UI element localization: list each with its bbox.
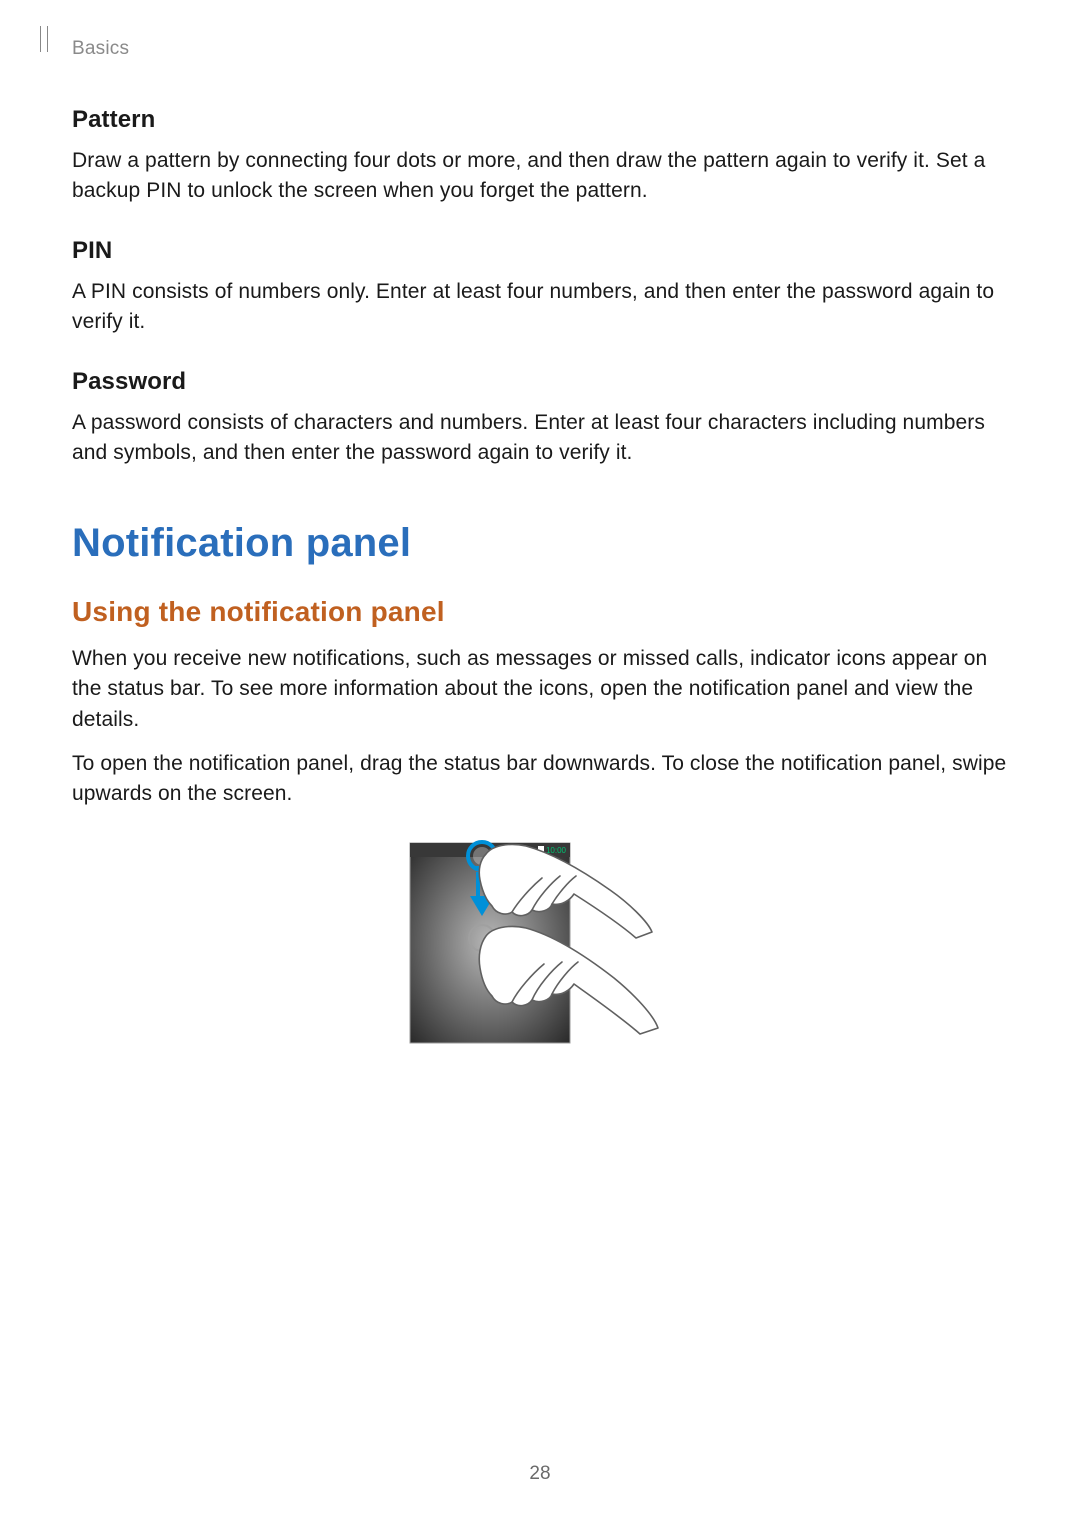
heading-pin: PIN — [72, 237, 1008, 265]
paragraph-notif-1: When you receive new notifications, such… — [72, 644, 1008, 735]
header-accent-mark — [40, 26, 48, 52]
paragraph-pin: A PIN consists of numbers only. Enter at… — [72, 277, 1008, 338]
heading-pattern: Pattern — [72, 106, 1008, 134]
breadcrumb: Basics — [72, 38, 129, 60]
page-number: 28 — [0, 1463, 1080, 1485]
illustration-container: 10:00 — [72, 840, 1008, 1050]
page-content: Pattern Draw a pattern by connecting fou… — [72, 106, 1008, 1050]
paragraph-pattern: Draw a pattern by connecting four dots o… — [72, 146, 1008, 207]
heading-using-notification-panel: Using the notification panel — [72, 596, 1008, 628]
drag-down-illustration: 10:00 — [400, 840, 680, 1050]
heading-notification-panel: Notification panel — [72, 521, 1008, 566]
paragraph-password: A password consists of characters and nu… — [72, 408, 1008, 469]
paragraph-notif-2: To open the notification panel, drag the… — [72, 749, 1008, 810]
heading-password: Password — [72, 368, 1008, 396]
